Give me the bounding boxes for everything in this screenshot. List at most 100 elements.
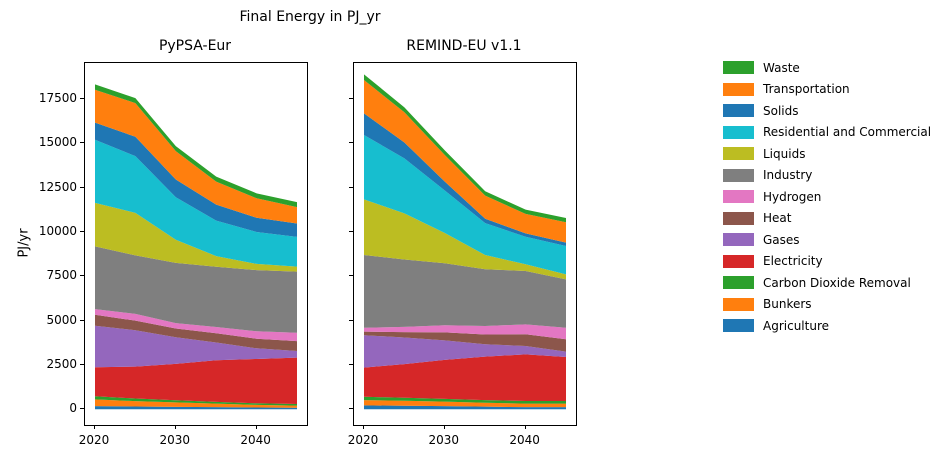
legend-row-industry: Industry bbox=[723, 168, 930, 182]
legend-row-transportation: Transportation bbox=[723, 82, 930, 96]
y-tick-mark bbox=[349, 319, 353, 321]
y-tick-mark bbox=[80, 97, 84, 99]
x-tick-label: 2020 bbox=[78, 433, 110, 447]
legend-label-agriculture: Agriculture bbox=[763, 318, 829, 333]
legend-label-solids: Solids bbox=[763, 103, 799, 118]
legend-swatch-carbon-dioxide-removal bbox=[723, 276, 754, 289]
area-carbon-dioxide-removal bbox=[364, 396, 566, 404]
area-transportation bbox=[364, 80, 566, 243]
figure-title: Final Energy in PJ_yr bbox=[239, 9, 381, 25]
x-tick-mark bbox=[443, 425, 445, 429]
area-solids bbox=[95, 122, 297, 237]
legend-label-residential-and-commercial: Residential and Commercial bbox=[763, 125, 930, 139]
area-liquids bbox=[95, 202, 297, 272]
legend-row-residential-and-commercial: Residential and Commercial bbox=[723, 125, 930, 139]
legend-swatch-solids bbox=[723, 104, 754, 117]
y-tick-label: 12500 bbox=[38, 179, 77, 194]
x-tick-mark bbox=[363, 425, 364, 429]
legend-swatch-gases bbox=[723, 233, 754, 246]
y-tick-mark bbox=[349, 142, 353, 144]
y-tick-mark bbox=[349, 186, 353, 188]
y-tick-mark bbox=[80, 186, 84, 188]
area-liquids bbox=[364, 199, 566, 280]
legend-row-solids: Solids bbox=[723, 103, 930, 118]
area-industry bbox=[95, 246, 297, 333]
area-carbon-dioxide-removal bbox=[95, 396, 297, 406]
axes-remind-eu bbox=[353, 62, 577, 426]
area-industry bbox=[364, 255, 566, 328]
legend-row-gases: Gases bbox=[723, 232, 930, 247]
area-gases bbox=[95, 325, 297, 368]
legend-label-waste: Waste bbox=[763, 60, 800, 75]
area-agriculture bbox=[95, 406, 297, 410]
y-tick-mark bbox=[80, 363, 84, 365]
area-agriculture bbox=[364, 405, 566, 410]
area-electricity bbox=[95, 357, 297, 404]
legend-row-heat: Heat bbox=[723, 211, 930, 225]
y-tick-mark bbox=[349, 363, 353, 365]
legend-swatch-liquids bbox=[723, 147, 754, 160]
y-tick-mark bbox=[80, 408, 84, 410]
y-axis-label: PJ/yr bbox=[16, 228, 32, 258]
legend-label-hydrogen: Hydrogen bbox=[763, 189, 822, 204]
x-tick-label: 2040 bbox=[240, 433, 271, 447]
legend-row-agriculture: Agriculture bbox=[723, 318, 930, 333]
y-tick-label: 7500 bbox=[46, 268, 77, 283]
y-tick-mark bbox=[349, 408, 353, 410]
legend-label-carbon-dioxide-removal: Carbon Dioxide Removal bbox=[763, 275, 911, 290]
axes-pypsa-eur bbox=[84, 62, 308, 426]
area-transportation bbox=[95, 89, 297, 224]
legend-swatch-bunkers bbox=[723, 297, 754, 311]
area-residential-and-commercial bbox=[364, 134, 566, 275]
x-tick-label: 2030 bbox=[428, 433, 460, 447]
area-gases bbox=[364, 335, 566, 368]
y-tick-label: 10000 bbox=[38, 223, 77, 238]
subplot-title-remind-eu: REMIND-EU v1.1 bbox=[406, 38, 522, 54]
area-hydrogen bbox=[364, 324, 566, 340]
legend-swatch-waste bbox=[723, 61, 754, 74]
y-tick-mark bbox=[349, 230, 353, 232]
area-electricity bbox=[364, 354, 566, 401]
legend-swatch-electricity bbox=[723, 254, 754, 268]
legend-row-waste: Waste bbox=[723, 60, 930, 75]
subplot-title-pypsa-eur: PyPSA-Eur bbox=[158, 38, 232, 54]
legend-swatch-residential-and-commercial bbox=[723, 125, 754, 139]
legend-row-hydrogen: Hydrogen bbox=[723, 189, 930, 204]
legend-label-bunkers: Bunkers bbox=[763, 297, 812, 311]
area-waste bbox=[95, 84, 297, 208]
y-tick-mark bbox=[349, 97, 353, 99]
x-tick-label: 2020 bbox=[347, 433, 379, 447]
legend-label-transportation: Transportation bbox=[763, 82, 850, 96]
pypsa-eur-stacked-area-chart bbox=[95, 84, 297, 410]
legend-row-bunkers: Bunkers bbox=[723, 297, 930, 311]
x-tick-label: 2030 bbox=[159, 433, 191, 447]
legend-row-carbon-dioxide-removal: Carbon Dioxide Removal bbox=[723, 275, 930, 290]
area-hydrogen bbox=[95, 309, 297, 342]
y-tick-mark bbox=[349, 275, 353, 277]
x-tick-mark bbox=[174, 425, 176, 429]
legend-label-gases: Gases bbox=[763, 232, 800, 247]
x-tick-mark bbox=[94, 425, 95, 429]
legend-label-liquids: Liquids bbox=[763, 146, 806, 161]
area-heat bbox=[364, 331, 566, 352]
legend: Waste Transportation Solids Residential and… bbox=[723, 61, 930, 341]
area-residential-and-commercial bbox=[95, 139, 297, 267]
y-tick-label: 0 bbox=[69, 401, 77, 416]
legend-swatch-industry bbox=[723, 168, 754, 182]
area-bunkers bbox=[364, 400, 566, 408]
y-tick-label: 17500 bbox=[38, 90, 77, 105]
y-tick-label: 2500 bbox=[46, 356, 77, 371]
x-tick-mark bbox=[255, 425, 257, 429]
area-bunkers bbox=[95, 399, 297, 408]
x-tick-mark bbox=[524, 425, 526, 429]
y-tick-label: 15000 bbox=[38, 135, 77, 150]
legend-swatch-hydrogen bbox=[723, 190, 754, 203]
legend-row-electricity: Electricity bbox=[723, 254, 930, 268]
legend-swatch-transportation bbox=[723, 82, 754, 96]
x-tick-label: 2040 bbox=[509, 433, 540, 447]
y-tick-mark bbox=[80, 319, 84, 321]
legend-label-heat: Heat bbox=[763, 211, 792, 225]
y-tick-mark bbox=[80, 275, 84, 277]
y-tick-mark bbox=[80, 230, 84, 232]
